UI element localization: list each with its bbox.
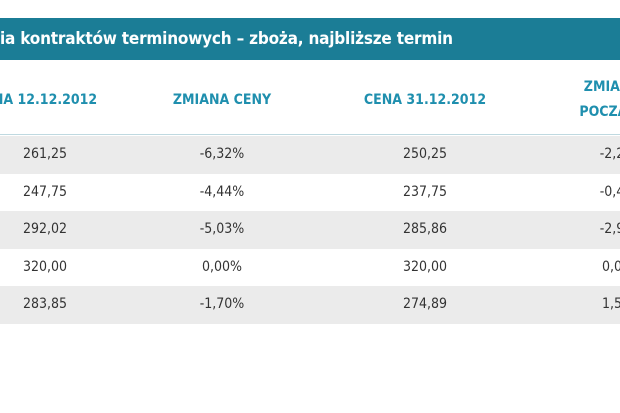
table-cell: -2,9: [599, 221, 620, 238]
table-cell: 285,86: [402, 221, 448, 238]
column-header: ZMIANA CENY: [172, 92, 272, 108]
table-cell: -0,4: [599, 183, 620, 200]
table-cell: 250,25: [402, 146, 448, 162]
table-cell: -4,44%: [199, 183, 245, 200]
column-header: POCZĄTK: [579, 104, 620, 120]
table-cell: 283,85: [22, 296, 68, 313]
table-cell: -1,70%: [199, 296, 245, 313]
table-title: ia kontraktów terminowych – zboża, najbl…: [0, 29, 453, 49]
table-cell: -5,03%: [199, 221, 245, 238]
table-cell: 320,00: [402, 258, 448, 275]
table-cell: -6,32%: [199, 146, 245, 162]
table-row: 247,75 -4,44% 237,75 -0,4: [0, 173, 620, 212]
table-row: 283,85 -1,70% 274,89 1,5: [0, 286, 620, 325]
title-band: [0, 18, 620, 60]
column-header: CENA 31.12.2012: [363, 92, 487, 108]
table-cell: 292,02: [22, 221, 68, 238]
table-cell: 0,00%: [201, 258, 243, 275]
table-cell: 237,75: [402, 183, 448, 200]
header-rule: [0, 134, 620, 135]
table-row: 320,00 0,00% 320,00 0,0: [0, 248, 620, 287]
table-cell: 274,89: [402, 296, 448, 313]
column-header: ZMIANA: [583, 79, 620, 95]
table-cell: 261,25: [22, 146, 68, 162]
table-cell: 0,0: [601, 258, 620, 275]
table-row: 261,25 -6,32% 250,25 -2,2: [0, 136, 620, 174]
table-cell: 1,5: [601, 296, 620, 313]
table-row: 292,02 -5,03% 285,86 -2,9: [0, 211, 620, 250]
table-cell: 247,75: [22, 183, 68, 200]
column-header: NA 12.12.2012: [0, 92, 98, 108]
table-cell: 320,00: [22, 258, 68, 275]
table-cell: -2,2: [599, 146, 620, 162]
